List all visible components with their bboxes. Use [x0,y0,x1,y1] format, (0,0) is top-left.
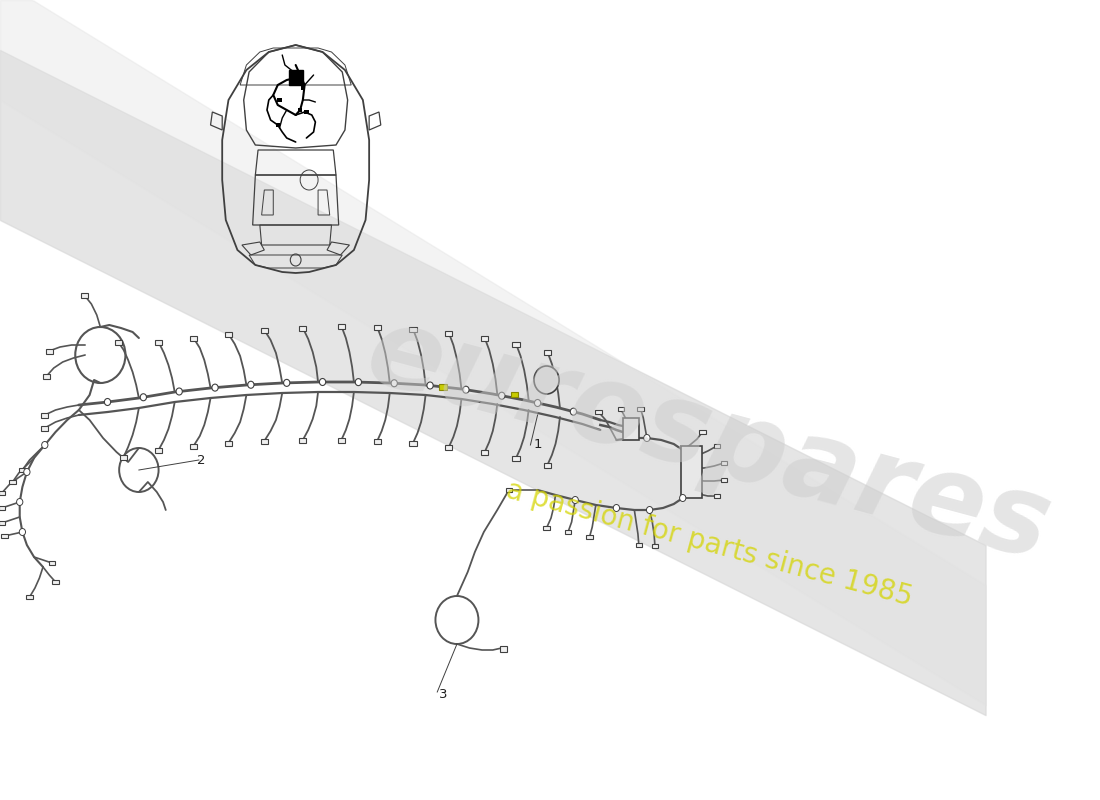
Bar [338,323,345,329]
Bar [446,330,452,335]
Circle shape [16,498,23,506]
Circle shape [319,378,326,386]
Bar [623,418,639,440]
Bar [700,430,705,434]
Circle shape [570,408,576,415]
Bar [120,454,128,459]
Bar [481,450,488,454]
Bar [652,544,658,548]
Bar [43,374,51,378]
Circle shape [647,506,652,514]
Circle shape [680,494,686,502]
Circle shape [614,505,619,511]
Bar [565,530,571,534]
Bar [261,438,268,443]
Bar [513,342,519,346]
Bar [305,110,309,114]
Circle shape [427,382,433,389]
Circle shape [644,434,650,442]
Circle shape [534,366,559,394]
Circle shape [104,398,111,406]
Bar [224,441,232,446]
Bar [439,384,447,390]
Bar [500,646,507,652]
Bar [299,438,307,442]
Bar [0,521,4,525]
Bar [720,461,727,465]
Bar [10,480,15,484]
Bar [20,468,25,472]
Bar [543,526,550,530]
Bar [543,350,551,354]
Bar [374,325,381,330]
Bar [681,446,703,498]
Bar [636,543,642,547]
Bar [289,73,294,77]
Circle shape [176,388,183,395]
Bar [190,443,197,449]
Bar [409,441,417,446]
Text: eurospares: eurospares [356,298,1063,582]
Circle shape [140,394,146,401]
Circle shape [248,382,254,388]
Circle shape [572,497,579,503]
Bar [41,413,48,418]
Bar [510,392,518,397]
Bar [374,438,381,443]
Bar [48,561,55,565]
Polygon shape [288,70,302,85]
Circle shape [20,529,25,535]
Circle shape [498,392,505,399]
Bar [714,444,719,448]
Bar [155,447,162,453]
Bar [638,407,644,411]
Text: 2: 2 [197,454,206,466]
Bar [261,327,268,333]
Circle shape [42,442,48,449]
Bar [481,335,488,341]
Circle shape [284,379,289,386]
Bar [80,293,88,298]
Bar [224,331,232,337]
Bar [720,478,727,482]
Bar [300,86,305,90]
Circle shape [24,469,30,475]
Bar [114,339,122,345]
Bar [0,506,4,510]
Bar [190,335,197,341]
Bar [446,445,452,450]
Circle shape [355,378,362,386]
Bar [714,494,719,498]
Bar [46,349,53,354]
Bar [506,488,512,492]
Circle shape [212,384,218,391]
Bar [618,407,624,411]
Bar [409,326,417,331]
Bar [155,339,162,345]
Circle shape [535,399,541,406]
Bar [26,595,33,599]
Circle shape [463,386,469,394]
Bar [275,123,280,127]
Bar [586,535,593,539]
Bar [338,438,345,442]
Bar [53,580,58,584]
Text: 3: 3 [439,689,448,702]
Bar [299,326,307,330]
Bar [1,534,8,538]
Text: a passion for parts since 1985: a passion for parts since 1985 [504,476,916,612]
Bar [277,98,282,102]
Circle shape [392,380,397,386]
Bar [513,455,519,461]
Bar [595,410,602,414]
Bar [543,462,551,467]
Bar [0,491,4,495]
Bar [41,426,48,430]
Bar [298,108,302,112]
Text: 1: 1 [534,438,541,451]
